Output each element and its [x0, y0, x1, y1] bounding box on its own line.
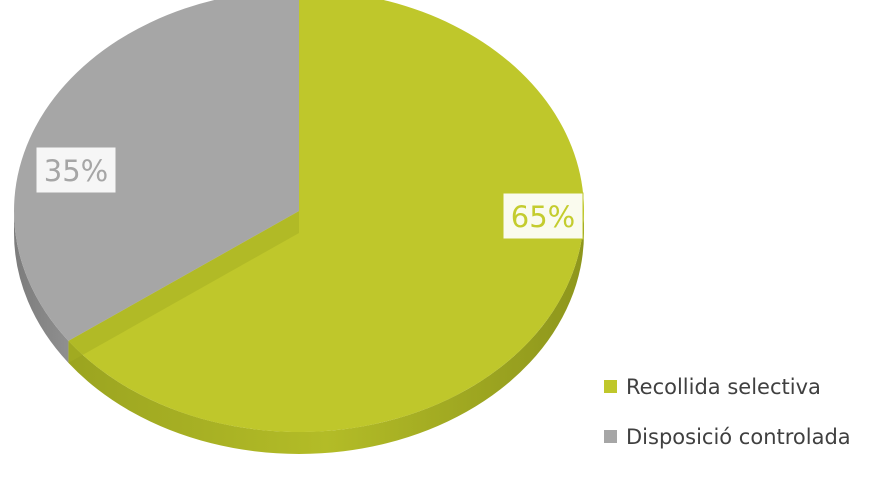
pie-slice-inner-shade	[68, 211, 300, 363]
pie-side-walls	[14, 211, 584, 454]
data-label-text: 65%	[511, 200, 575, 234]
legend-item-disposicio-controlada: Disposició controlada	[604, 420, 851, 453]
data-label-box	[35, 146, 117, 194]
legend-swatch-recollida-selectiva	[604, 380, 617, 393]
pie-slice-side-disposicio-controlada	[14, 211, 69, 363]
pie-slices	[14, 0, 584, 432]
legend-label-disposicio-controlada: Disposició controlada	[626, 424, 851, 449]
data-label-box	[502, 192, 584, 240]
legend-label-recollida-selectiva: Recollida selectiva	[626, 374, 821, 399]
legend-swatch-disposicio-controlada	[604, 430, 617, 443]
pie-slice-disposicio-controlada	[14, 0, 299, 341]
pie-data-labels: 65% 35%	[35, 146, 584, 240]
legend-item-recollida-selectiva: Recollida selectiva	[604, 370, 851, 403]
data-label-text: 35%	[44, 154, 108, 188]
data-label-disposicio-controlada: 35%	[35, 146, 117, 194]
pie-slice-recollida-selectiva	[68, 0, 584, 432]
chart-legend: Recollida selectiva Disposició controlad…	[604, 370, 851, 470]
data-label-recollida-selectiva: 65%	[502, 192, 584, 240]
